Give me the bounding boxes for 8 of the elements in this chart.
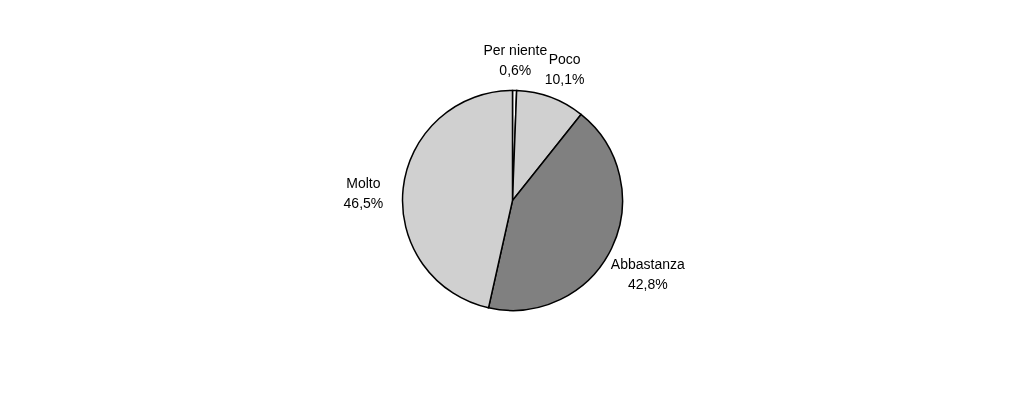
data-label: 10,1% [544,70,585,87]
slice-label: Poco [548,50,581,67]
data-label: 0,6% [499,61,532,78]
data-label: 46,5% [343,195,384,212]
data-label: 42,8% [627,276,668,293]
slice-label: Molto [346,175,381,192]
slice-label: Abbastanza [610,256,685,273]
slice-label: Per niente [483,41,548,58]
